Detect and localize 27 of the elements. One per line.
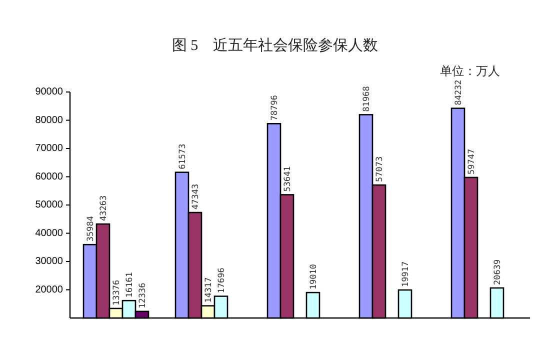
data-label: 57073: [375, 156, 385, 182]
data-label: 53641: [283, 166, 293, 192]
data-label: 84232: [454, 80, 464, 106]
data-label: 16161: [125, 272, 135, 298]
data-label: 78796: [270, 95, 280, 121]
data-label: 19917: [401, 261, 411, 287]
data-label: 35984: [86, 216, 96, 242]
data-label: 61573: [178, 144, 188, 170]
y-tick-label: 20000: [35, 284, 64, 296]
data-label: 43263: [99, 195, 109, 222]
data-label: 17696: [217, 268, 227, 294]
text: 单位：万人: [440, 64, 500, 78]
data-label: 13376: [112, 280, 122, 306]
data-label: 59747: [467, 148, 477, 174]
data-label: 14317: [204, 277, 214, 303]
y-tick-label: 60000: [35, 171, 64, 182]
chart-title: 图 5 近五年社会保险参保人数: [172, 37, 378, 54]
y-tick-label: 30000: [35, 256, 64, 267]
data-label: 81968: [362, 86, 372, 112]
data-label: 19010: [309, 264, 319, 290]
y-tick-label: 70000: [35, 143, 64, 154]
y-tick-label: 80000: [35, 114, 64, 126]
y-tick-label: 50000: [35, 200, 64, 210]
data-label: 20639: [493, 259, 503, 285]
data-label: 47343: [191, 184, 201, 210]
y-tick-label: 90000: [35, 86, 64, 98]
y-tick-label: 40000: [35, 228, 64, 239]
